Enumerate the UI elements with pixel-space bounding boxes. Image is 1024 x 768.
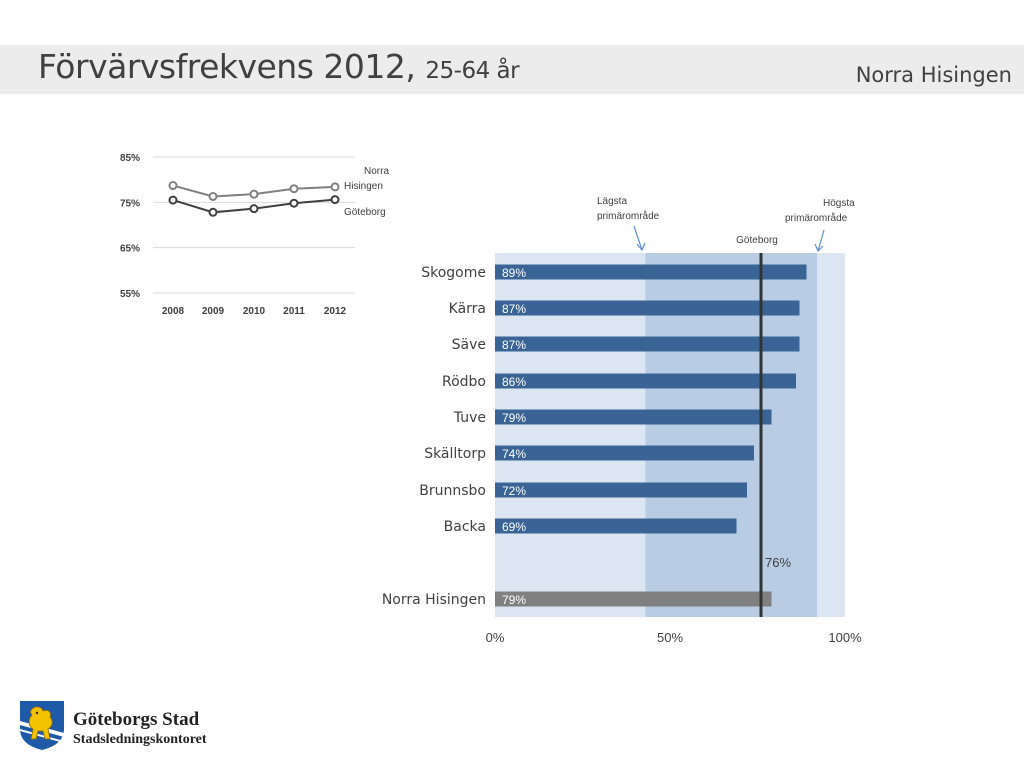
bar-value-label: 89%: [502, 266, 526, 280]
lowest-area-label: Lägsta: [597, 196, 627, 207]
category-label: Tuve: [453, 410, 486, 426]
data-point: [289, 184, 299, 194]
y-tick-label: 75%: [120, 198, 140, 209]
bar: [495, 300, 800, 316]
bar: [495, 373, 796, 389]
bar: [495, 518, 737, 534]
logo-subtitle: Stadsledningskontoret: [73, 732, 207, 747]
x-tick-label: 2009: [202, 306, 225, 317]
bar-value-label: 79%: [502, 411, 526, 425]
category-label: Kärra: [449, 301, 486, 317]
x-tick-label: 2010: [243, 306, 266, 317]
lowest-area-label: primärområde: [597, 210, 660, 222]
data-point: [249, 204, 259, 214]
x-tick-label: 2012: [324, 306, 347, 317]
category-label: Skälltorp: [424, 446, 486, 462]
series-label-norra: Norra: [364, 166, 389, 177]
bar: [495, 591, 772, 607]
bar-value-label: 69%: [502, 520, 526, 534]
data-point: [289, 198, 299, 208]
category-label: Norra Hisingen: [382, 592, 486, 608]
data-point: [249, 189, 259, 199]
bar: [495, 445, 754, 461]
bar-value-label: 72%: [502, 484, 526, 498]
category-label: Säve: [452, 337, 486, 353]
lowest-area-arrow: [633, 225, 646, 252]
bar-value-label: 79%: [502, 593, 526, 607]
series-label-goteborg: Göteborg: [344, 207, 386, 218]
data-point: [330, 195, 340, 205]
category-label: Brunnsbo: [419, 483, 486, 499]
x-tick-label: 2011: [283, 306, 305, 317]
page-title: Förvärvsfrekvens 2012, 25-64 år: [38, 47, 520, 86]
bar-value-label: 86%: [502, 375, 526, 389]
bar-value-label: 87%: [502, 302, 526, 316]
bar-value-label: 87%: [502, 338, 526, 352]
highest-area-label: primärområde: [785, 212, 848, 224]
y-tick-label: 55%: [120, 289, 140, 300]
data-point: [208, 207, 218, 217]
category-label: Backa: [444, 519, 486, 535]
x-tick-label: 2008: [162, 306, 185, 317]
x-tick-label: 0%: [486, 630, 505, 645]
data-point: [208, 191, 218, 201]
goteborg-label: Göteborg: [736, 235, 778, 246]
header-band: [0, 45, 1024, 94]
bar-value-label: 74%: [502, 447, 526, 461]
bar: [495, 482, 747, 498]
category-label: Rödbo: [442, 374, 486, 390]
bar: [495, 409, 772, 425]
category-label: Skogome: [421, 265, 486, 281]
logo-name: Göteborgs Stad: [73, 709, 200, 730]
x-tick-label: 100%: [828, 630, 862, 645]
data-point: [330, 182, 340, 192]
goteborg-value-label: 76%: [765, 555, 791, 570]
y-tick-label: 85%: [120, 153, 140, 164]
data-point: [168, 195, 178, 205]
area-name: Norra Hisingen: [855, 63, 1012, 87]
highest-area-arrow: [814, 229, 825, 253]
series-label-norra: Hisingen: [344, 181, 383, 192]
logo: Göteborgs Stad Stadsledningskontoret: [18, 699, 238, 753]
data-point: [168, 181, 178, 191]
y-tick-label: 65%: [120, 244, 140, 255]
lion-crest-icon: [20, 701, 64, 750]
bar: [495, 264, 807, 280]
bar: [495, 336, 800, 352]
highest-area-label: Högsta: [823, 198, 855, 209]
x-tick-label: 50%: [657, 630, 683, 645]
